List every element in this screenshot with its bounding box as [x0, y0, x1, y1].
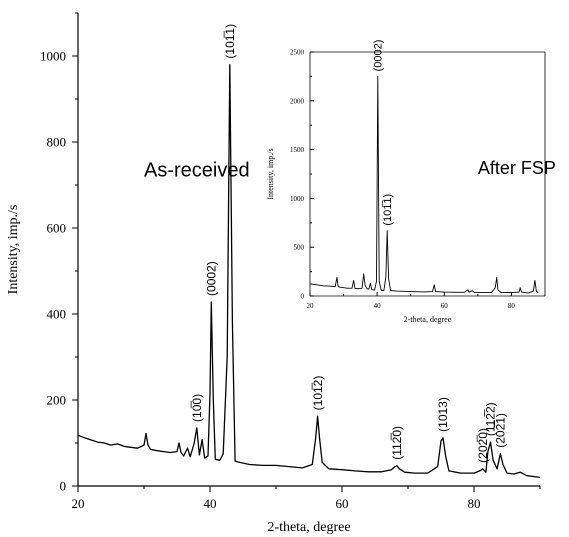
inset-x-tick-label: 60 — [441, 302, 449, 310]
main-peak-label: (0002) — [205, 261, 219, 296]
inset-chart: 20 40 60 80 0 500 1000 1500 2000 2500 2-theta, deg… — [266, 40, 556, 324]
inset-x-tick-label: 20 — [307, 302, 315, 310]
inset-y-tick-label: 500 — [294, 244, 305, 252]
main-y-tick-label: 0 — [60, 479, 67, 494]
main-peak-label: (202̅0) — [476, 428, 490, 463]
main-y-tick-label: 1000 — [40, 49, 66, 64]
main-y-tick-label: 200 — [47, 393, 67, 408]
main-peak-label: (202̅1) — [494, 413, 508, 448]
inset-y-tick-label: 1500 — [290, 146, 305, 154]
main-series-line — [77, 63, 541, 479]
inset-peak-label: (0002) — [373, 40, 385, 72]
inset-y-tick-label: 2500 — [290, 48, 305, 56]
main-y-tick-label: 600 — [47, 221, 67, 236]
inset-y-tick-label: 0 — [301, 292, 305, 300]
inset-y-axis-title: Intensity, imp./s — [266, 148, 275, 199]
main-x-tick-label: 40 — [204, 496, 217, 511]
main-y-tick-label: 800 — [47, 135, 67, 150]
main-peak-label: (10̅0) — [190, 394, 204, 422]
main-x-tick-label: 20 — [72, 496, 85, 511]
main-x-axis-title: 2-theta, degree — [267, 520, 350, 535]
inset-x-tick-label: 40 — [374, 302, 382, 310]
main-x-tick-label: 60 — [336, 496, 349, 511]
main-x-tick-label: 80 — [468, 496, 481, 511]
main-annotation: As-received — [144, 159, 250, 181]
inset-x-axis-title: 2-theta, degree — [404, 315, 452, 324]
main-y-axis-title: Intensity, imp./s — [6, 205, 21, 295]
inset-annotation: After FSP — [478, 158, 556, 178]
main-peak-label: (112̅2) — [484, 402, 498, 436]
main-peak-label: (101̅2) — [311, 376, 325, 411]
inset-x-tick-label: 80 — [508, 302, 516, 310]
main-y-tick-label: 400 — [47, 307, 67, 322]
inset-y-tick-label: 2000 — [290, 97, 305, 105]
main-peak-label: (112̅0) — [390, 426, 404, 460]
main-peak-label: (1013) — [436, 397, 450, 432]
main-peak-label: (101̅1) — [223, 24, 237, 59]
inset-series-line — [309, 75, 539, 294]
inset-peak-label: (101̅1) — [382, 194, 394, 226]
inset-y-tick-label: 1000 — [290, 195, 305, 203]
